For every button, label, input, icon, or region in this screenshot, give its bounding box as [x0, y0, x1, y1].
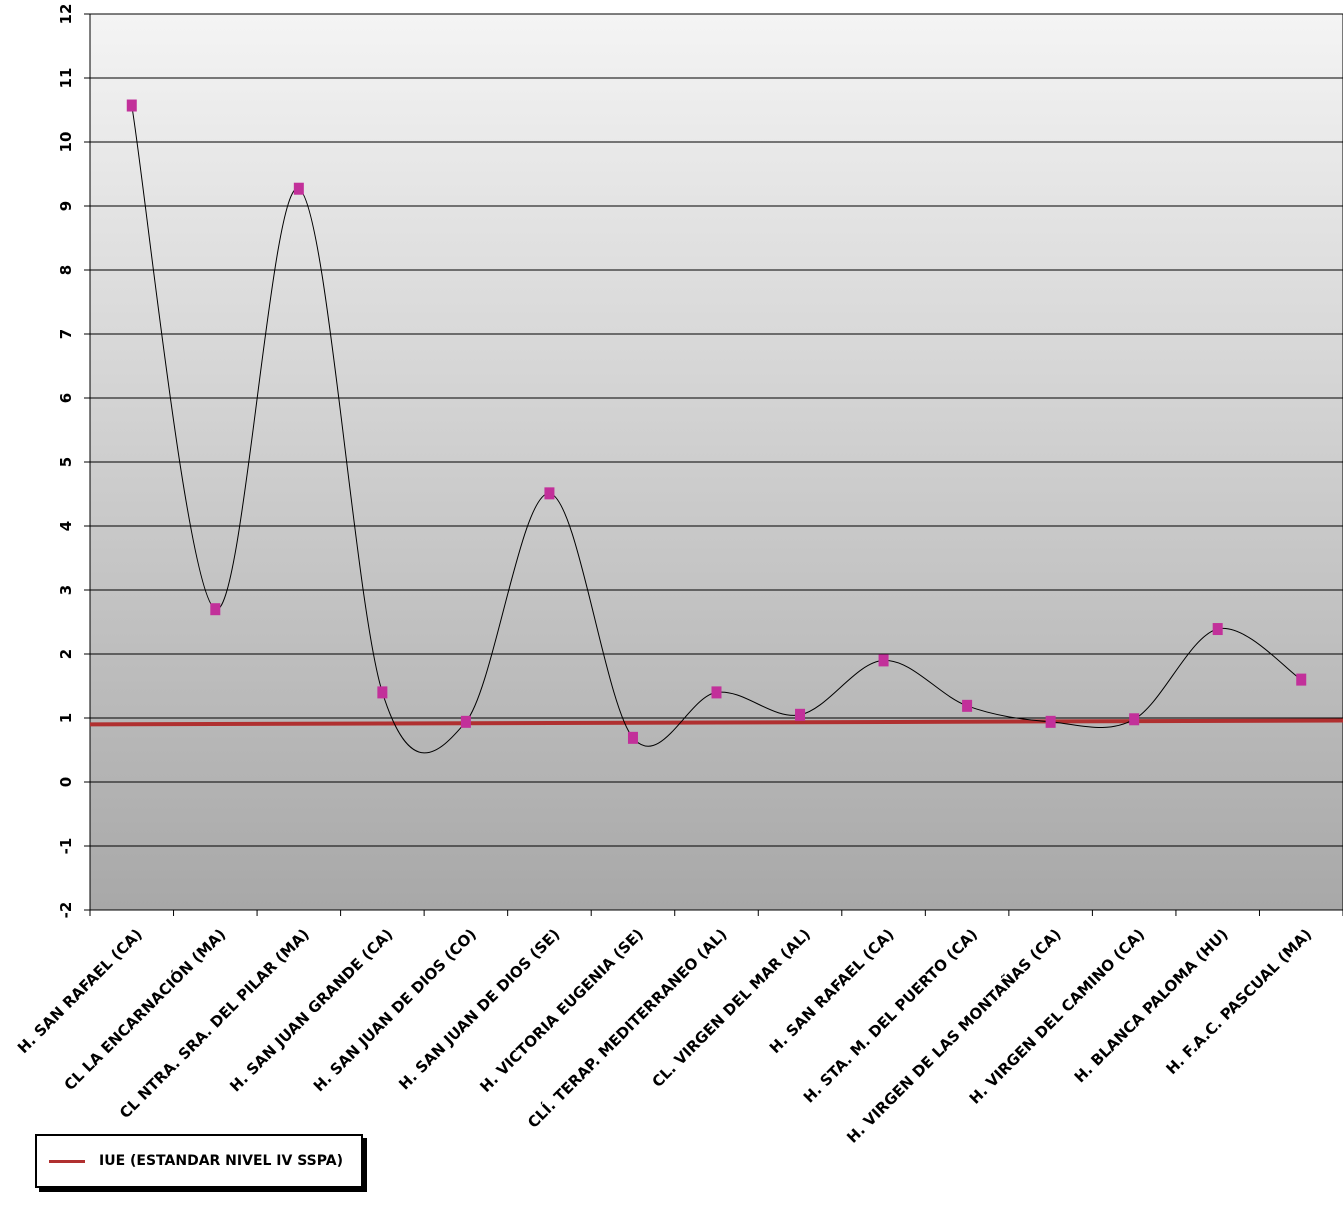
x-axis: H. SAN RAFAEL (CA)CL LA ENCARNACIÓN (MA)…	[14, 910, 1343, 1147]
data-point-3	[377, 686, 388, 699]
x-tick-label: H. SAN JUAN DE DIOS (CO)	[310, 925, 480, 1095]
x-tick-label: H. BLANCA PALOMA (HU)	[1071, 925, 1232, 1086]
data-point-10	[962, 699, 973, 712]
data-point-12	[1129, 713, 1140, 726]
grid-lines	[90, 77, 1343, 847]
legend-swatch	[49, 1159, 85, 1163]
data-point-6	[627, 731, 638, 744]
data-point-5	[544, 487, 555, 500]
y-tick-label: 7	[57, 329, 75, 339]
y-tick-label: 1	[57, 713, 75, 723]
data-point-8	[795, 708, 806, 721]
data-point-0	[126, 99, 137, 112]
x-tick-label: H. SAN JUAN DE DIOS (SE)	[395, 925, 563, 1093]
y-tick-label: 12	[57, 4, 75, 25]
data-point-2	[293, 182, 304, 195]
data-point-4	[460, 715, 471, 728]
x-tick-label: CL LA ENCARNACIÓN (MA)	[60, 925, 229, 1094]
data-point-14	[1296, 673, 1307, 686]
data-point-7	[711, 686, 722, 699]
x-tick-label: H. VIRGEN DEL CAMINO (CA)	[966, 925, 1148, 1107]
y-tick-label: 4	[57, 521, 75, 531]
data-point-11	[1045, 715, 1056, 728]
y-tick-label: 3	[57, 585, 75, 595]
x-tick-label: H. F.A.C. PASCUAL (MA)	[1162, 925, 1315, 1078]
y-tick-label: 10	[57, 132, 75, 153]
legend-label: IUE (ESTANDAR NIVEL IV SSPA)	[99, 1153, 343, 1169]
y-tick-label: 0	[57, 777, 75, 787]
x-tick-label: H. SAN JUAN GRANDE (CA)	[226, 925, 396, 1095]
y-tick-label: -2	[57, 902, 75, 919]
y-tick-label: 6	[57, 393, 75, 403]
data-point-1	[210, 603, 221, 616]
y-tick-label: 11	[57, 68, 75, 89]
data-point-13	[1212, 623, 1223, 636]
y-tick-label: -1	[57, 838, 75, 855]
x-tick-label: H. STA. M. DEL PUERTO (CA)	[800, 925, 981, 1106]
y-tick-label: 5	[57, 457, 75, 467]
y-tick-label: 9	[57, 201, 75, 211]
x-tick-label: CL. VIRGEN DEL MAR (AL)	[648, 925, 814, 1091]
data-point-9	[878, 654, 889, 667]
y-tick-label: 8	[57, 265, 75, 275]
x-tick-label: H. VICTORIA EUGENIA (SE)	[476, 925, 647, 1096]
legend: IUE (ESTANDAR NIVEL IV SSPA)	[35, 1134, 363, 1188]
x-tick-label: CL NTRA. SRA. DEL PILAR (MA)	[116, 925, 313, 1122]
y-tick-label: 2	[57, 649, 75, 659]
series-group	[126, 99, 1307, 754]
